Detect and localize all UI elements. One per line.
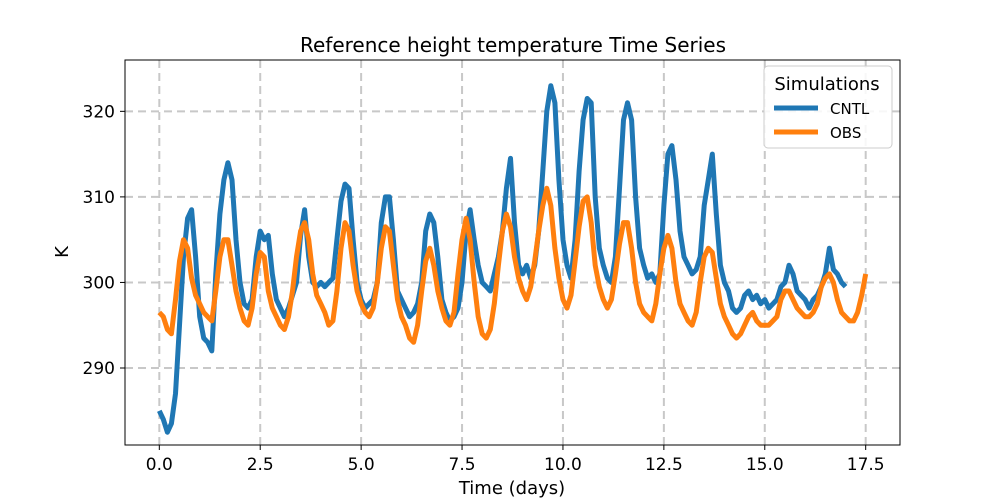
x-tick-label: 10.0 — [544, 455, 582, 475]
legend: Simulations CNTL OBS — [763, 65, 893, 149]
x-tick-label: 5.0 — [348, 455, 375, 475]
x-tick-label: 15.0 — [746, 455, 784, 475]
legend-label-obs: OBS — [830, 124, 861, 142]
y-axis-label: K — [52, 245, 73, 258]
y-tick-label: 290 — [83, 359, 115, 379]
y-tick-label: 320 — [83, 102, 115, 122]
x-tick-label: 7.5 — [449, 455, 476, 475]
legend-title: Simulations — [774, 74, 879, 95]
x-tick-label: 2.5 — [247, 455, 274, 475]
legend-label-cntl: CNTL — [830, 100, 870, 118]
chart-title: Reference height temperature Time Series — [300, 33, 726, 57]
y-tick-label: 310 — [83, 188, 115, 208]
series-lines — [157, 83, 869, 435]
legend-box — [763, 65, 893, 149]
plot-frame — [124, 59, 901, 446]
x-axis-label: Time (days) — [458, 478, 565, 499]
x-tick-label: 0.0 — [146, 455, 173, 475]
x-tick-label: 12.5 — [645, 455, 683, 475]
axis-ticks: 0.0 2.5 5.0 7.5 10.0 12.5 15.0 17.5 290 300 310 320 — [83, 102, 885, 475]
y-tick-label: 300 — [83, 273, 115, 293]
x-tick-label: 17.5 — [847, 455, 885, 475]
series-line-obs — [157, 185, 869, 345]
